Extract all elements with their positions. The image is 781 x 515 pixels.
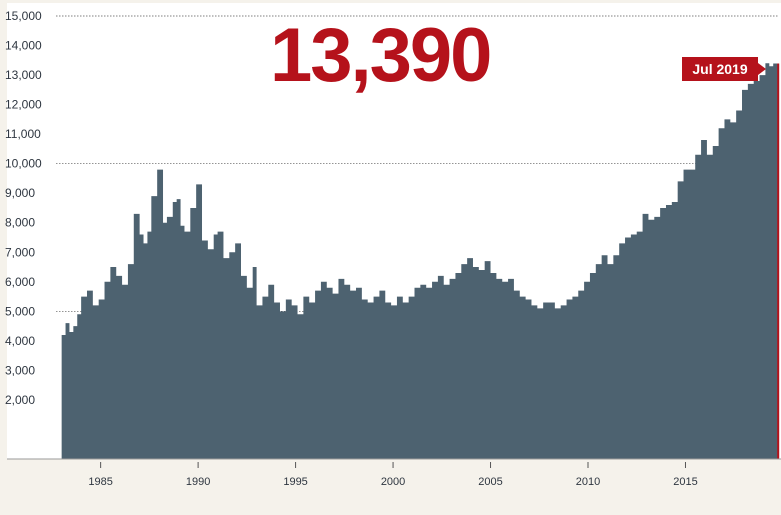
x-tick-label: 2010 — [576, 476, 600, 488]
y-tick-label: 13,000 — [5, 68, 42, 82]
y-tick-label: 6,000 — [5, 275, 35, 289]
y-tick-label: 3,000 — [5, 363, 35, 377]
x-tick-label: 1990 — [186, 476, 210, 488]
y-tick-label: 7,000 — [5, 245, 35, 259]
headline-value: 13,390 — [270, 13, 492, 98]
latest-date-label: Jul 2019 — [682, 57, 758, 81]
y-tick-label: 12,000 — [5, 98, 42, 112]
y-tick-label: 8,000 — [5, 216, 35, 230]
y-tick-label: 10,000 — [5, 157, 42, 171]
y-tick-label: 11,000 — [5, 127, 41, 141]
x-tick-label: 2015 — [673, 476, 697, 488]
y-tick-label: 4,000 — [5, 334, 35, 348]
y-tick-label: 5,000 — [5, 304, 35, 318]
x-tick-label: 1985 — [88, 476, 112, 488]
y-tick-label: 14,000 — [5, 39, 42, 53]
y-tick-label: 2,000 — [5, 393, 35, 407]
x-tick-label: 2005 — [478, 476, 502, 488]
date-flag-pointer — [758, 63, 766, 75]
y-tick-label: 15,000 — [5, 9, 42, 23]
x-axis-ticks: 1985 1990 1995 2000 2005 2010 2015 — [88, 462, 698, 488]
x-tick-label: 1995 — [283, 476, 307, 488]
area-series — [61, 63, 779, 459]
y-tick-label: 9,000 — [5, 186, 35, 200]
x-tick-label: 2000 — [381, 476, 405, 488]
y-axis-ticks: 2,000 3,000 4,000 5,000 6,000 7,000 8,000 9,000… — [5, 9, 42, 407]
